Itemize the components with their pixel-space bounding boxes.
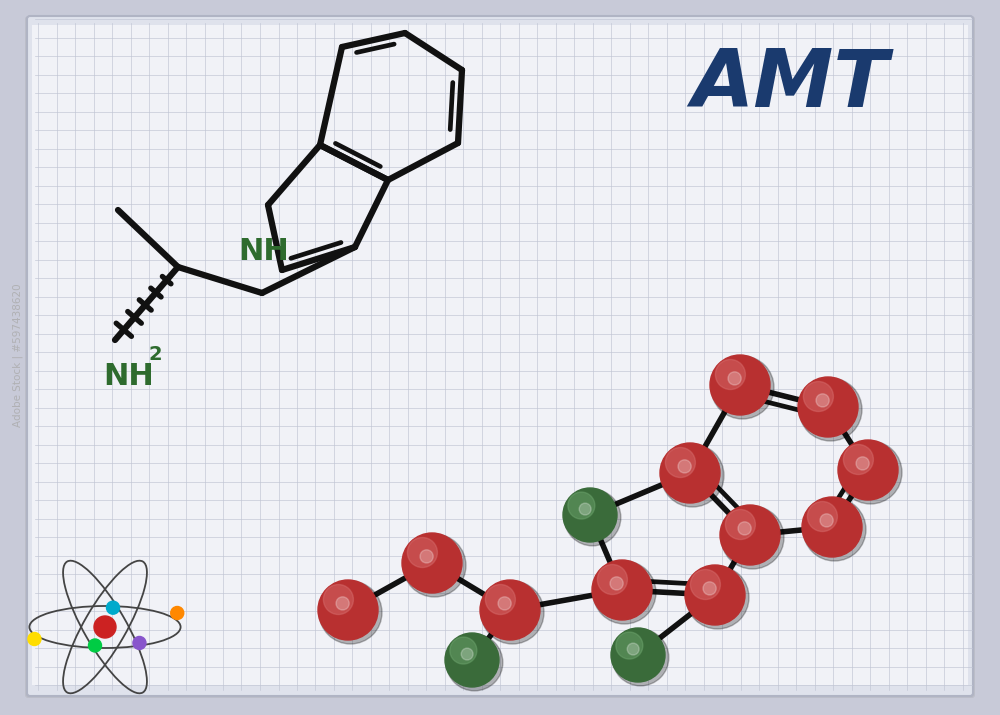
Circle shape — [481, 581, 544, 644]
Circle shape — [171, 606, 184, 619]
Circle shape — [721, 506, 784, 569]
FancyBboxPatch shape — [32, 25, 968, 685]
Circle shape — [856, 457, 869, 470]
Text: Adobe Stock | #597438620: Adobe Stock | #597438620 — [12, 283, 23, 427]
Circle shape — [665, 448, 695, 478]
Circle shape — [610, 577, 623, 590]
Circle shape — [803, 498, 866, 561]
Circle shape — [485, 584, 515, 614]
Circle shape — [579, 503, 591, 515]
Circle shape — [807, 501, 837, 531]
Circle shape — [798, 377, 858, 437]
Circle shape — [461, 648, 473, 660]
Text: NH: NH — [103, 362, 154, 391]
Circle shape — [420, 550, 433, 563]
Text: 2: 2 — [148, 345, 162, 364]
Circle shape — [133, 636, 146, 649]
Circle shape — [445, 633, 499, 687]
Circle shape — [597, 565, 627, 594]
Circle shape — [616, 632, 643, 659]
FancyBboxPatch shape — [27, 16, 973, 696]
FancyBboxPatch shape — [27, 18, 973, 696]
Circle shape — [660, 443, 720, 503]
Circle shape — [319, 581, 382, 644]
Circle shape — [94, 616, 116, 638]
Circle shape — [568, 492, 595, 519]
Circle shape — [820, 514, 833, 527]
Circle shape — [839, 441, 902, 504]
Circle shape — [446, 634, 503, 691]
Circle shape — [661, 444, 724, 507]
Circle shape — [403, 534, 466, 597]
Circle shape — [336, 597, 349, 610]
Circle shape — [107, 601, 120, 614]
Circle shape — [843, 445, 873, 475]
Circle shape — [838, 440, 898, 500]
Circle shape — [89, 639, 102, 652]
Circle shape — [690, 570, 720, 599]
Circle shape — [498, 597, 511, 610]
Circle shape — [725, 510, 755, 540]
Circle shape — [715, 360, 745, 390]
Circle shape — [738, 522, 751, 535]
Circle shape — [407, 538, 437, 568]
Circle shape — [720, 505, 780, 565]
Circle shape — [318, 580, 378, 640]
Circle shape — [728, 372, 741, 385]
Circle shape — [686, 566, 749, 629]
Circle shape — [799, 378, 862, 441]
Circle shape — [678, 460, 691, 473]
Circle shape — [802, 497, 862, 557]
Text: AMT: AMT — [691, 46, 889, 124]
Text: NH: NH — [238, 237, 289, 266]
Circle shape — [627, 643, 639, 655]
Circle shape — [450, 637, 477, 664]
Circle shape — [402, 533, 462, 593]
Circle shape — [711, 356, 774, 419]
Circle shape — [323, 584, 353, 614]
FancyBboxPatch shape — [25, 16, 975, 698]
Circle shape — [592, 560, 652, 620]
Circle shape — [703, 582, 716, 595]
Circle shape — [685, 565, 745, 625]
Circle shape — [816, 394, 829, 407]
Circle shape — [563, 488, 617, 542]
Circle shape — [710, 355, 770, 415]
Circle shape — [593, 561, 656, 624]
Circle shape — [480, 580, 540, 640]
Circle shape — [564, 489, 621, 546]
Circle shape — [28, 633, 41, 646]
Circle shape — [803, 382, 833, 412]
Circle shape — [611, 628, 665, 682]
FancyBboxPatch shape — [26, 17, 974, 697]
Circle shape — [612, 629, 669, 686]
